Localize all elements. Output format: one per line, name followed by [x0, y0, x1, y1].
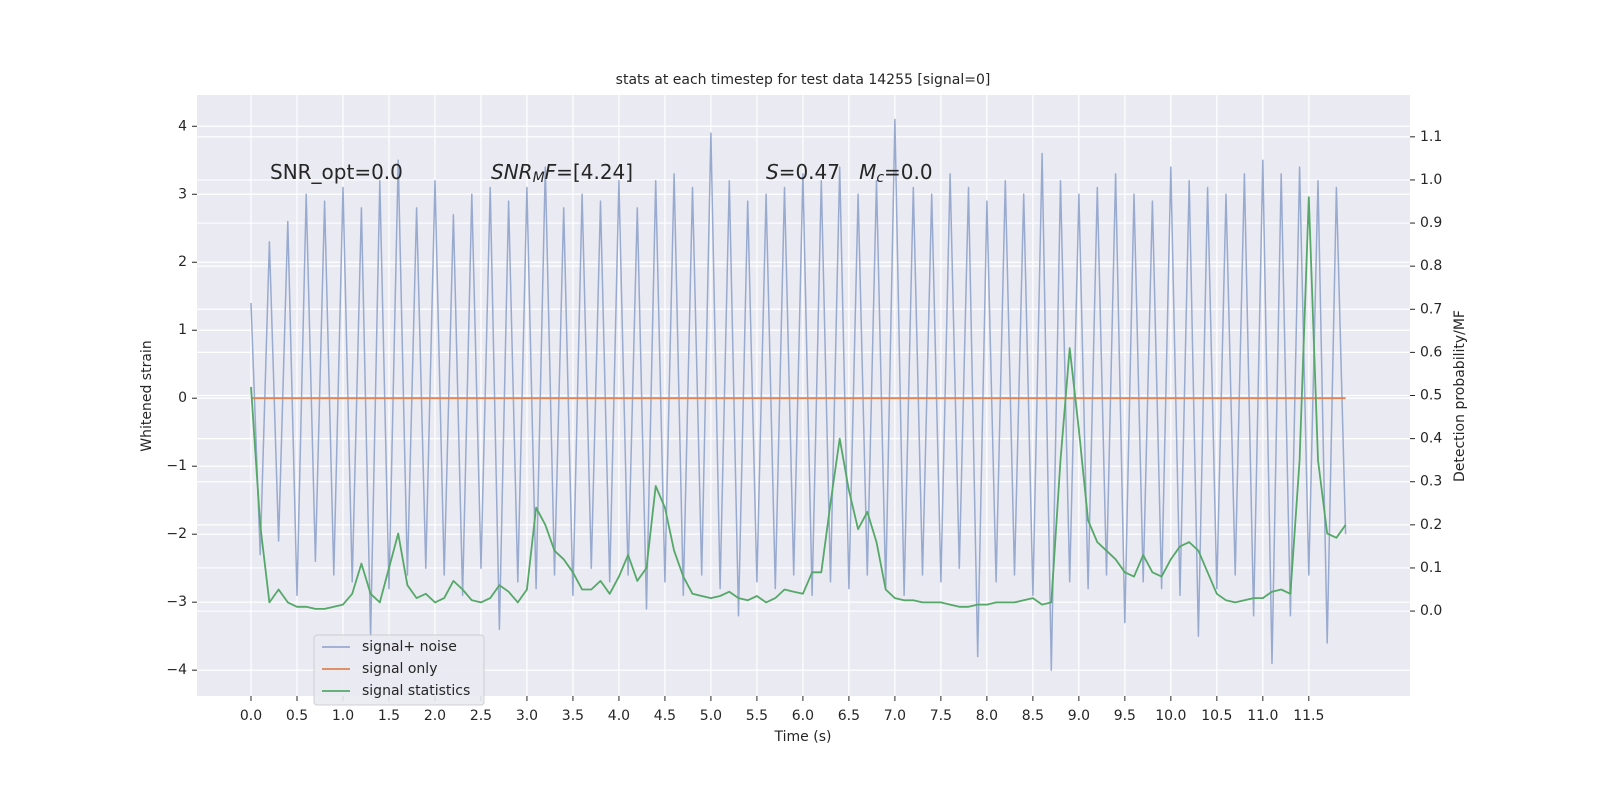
x-tick-label: 1.0 — [332, 708, 354, 724]
x-tick-label: 6.0 — [792, 708, 814, 724]
y2-tick-label: 1.0 — [1420, 172, 1442, 188]
y2-tick-label: 0.4 — [1420, 431, 1442, 447]
legend-box — [313, 634, 485, 706]
x-tick-label: 11.5 — [1293, 708, 1324, 724]
x-tick-label: 0.5 — [286, 708, 308, 724]
y-tick-label: 0 — [178, 390, 187, 406]
annotation-part: SNR — [491, 160, 533, 184]
y-tick-label: −4 — [166, 662, 187, 678]
x-tick-label: 9.0 — [1068, 708, 1090, 724]
x-tick-label: 3.5 — [562, 708, 584, 724]
legend-label: signal only — [362, 661, 437, 677]
y2-axis-label: Detection probability/MF — [1452, 310, 1468, 482]
annotation: S=0.47 Mc=0.0 — [766, 160, 933, 187]
y-tick-label: 3 — [178, 186, 187, 202]
y2-tick-label: 0.8 — [1420, 258, 1442, 274]
x-tick-label: 6.5 — [838, 708, 860, 724]
y-axis-label: Whitened strain — [139, 340, 155, 451]
x-tick-label: 4.0 — [608, 708, 630, 724]
annotation-part: =[4.24] — [556, 160, 633, 184]
x-tick-label: 2.5 — [470, 708, 492, 724]
y2-tick-label: 0.9 — [1420, 215, 1442, 231]
x-tick-label: 10.5 — [1201, 708, 1232, 724]
y-tick-label: 1 — [178, 322, 187, 338]
annotation-part: M — [533, 170, 545, 186]
annotation-part: F — [545, 160, 557, 184]
x-tick-label: 10.0 — [1155, 708, 1186, 724]
x-tick-label: 11.0 — [1247, 708, 1278, 724]
y2-tick-label: 0.1 — [1420, 560, 1442, 576]
legend: signal+ noise signal only signal statistic… — [313, 634, 485, 706]
annotation-part: M — [859, 160, 876, 184]
annotation-part: SNR_opt=0.0 — [270, 160, 403, 184]
x-tick-label: 5.5 — [746, 708, 768, 724]
series-line — [250, 196, 1347, 610]
y-tick-label: −3 — [166, 594, 187, 610]
x-tick-label: 0.0 — [240, 708, 262, 724]
y2-tick-label: 0.0 — [1420, 603, 1442, 619]
y2-tick-label: 0.6 — [1420, 344, 1442, 360]
y-tick-label: 2 — [178, 254, 187, 270]
x-tick-label: 4.5 — [654, 708, 676, 724]
y-tick-label: −2 — [166, 526, 187, 542]
y2-tick-label: 0.7 — [1420, 301, 1442, 317]
x-axis-label: Time (s) — [774, 729, 832, 745]
x-tick-label: 8.5 — [1022, 708, 1044, 724]
y-tick-label: 4 — [178, 118, 187, 134]
y2-tick-label: 0.2 — [1420, 517, 1442, 533]
x-tick-label: 3.0 — [516, 708, 538, 724]
y-tick-label: −1 — [166, 458, 187, 474]
x-tick-label: 7.0 — [884, 708, 906, 724]
annotation-part: =0.47 — [779, 160, 859, 184]
annotation-part: =0.0 — [884, 160, 933, 184]
x-tick-label: 7.5 — [930, 708, 952, 724]
annotation-part: S — [766, 160, 779, 184]
legend-label: signal statistics — [362, 683, 470, 699]
y2-tick-label: 1.1 — [1420, 129, 1442, 145]
x-tick-label: 5.0 — [700, 708, 722, 724]
annotation: SNR_opt=0.0 — [270, 160, 403, 184]
y2-tick-label: 0.3 — [1420, 474, 1442, 490]
x-tick-label: 1.5 — [378, 708, 400, 724]
x-tick-label: 2.0 — [424, 708, 446, 724]
chart-title: stats at each timestep for test data 142… — [616, 72, 991, 88]
legend-label: signal+ noise — [362, 639, 457, 655]
annotation: SNRMF=[4.24] — [491, 160, 633, 187]
x-tick-label: 9.5 — [1114, 708, 1136, 724]
series-line — [250, 118, 1347, 671]
annotation-part: c — [876, 170, 884, 186]
y2-tick-label: 0.5 — [1420, 388, 1442, 404]
x-tick-label: 8.0 — [976, 708, 998, 724]
